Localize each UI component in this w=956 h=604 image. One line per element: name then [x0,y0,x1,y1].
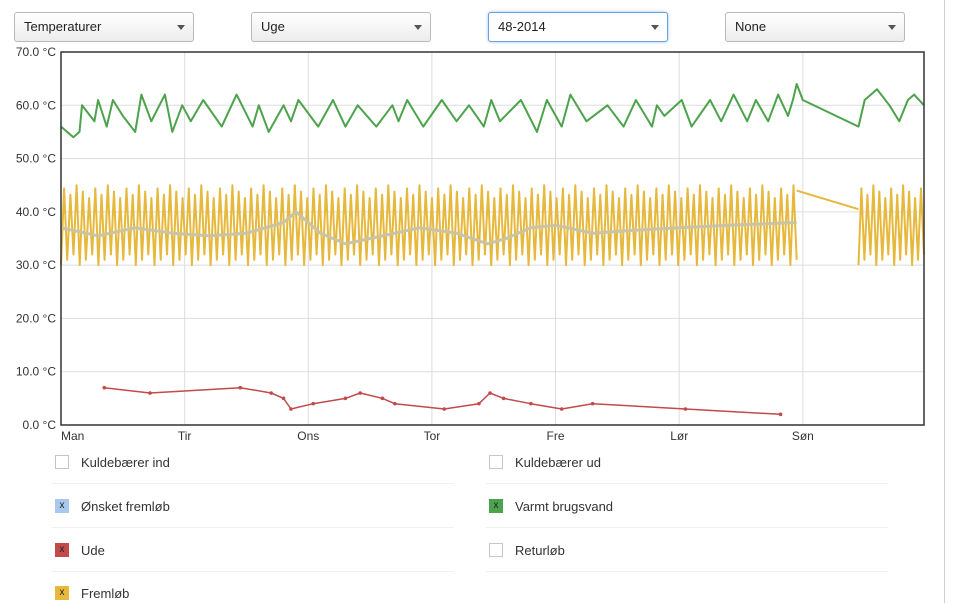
plot-frame [60,51,925,426]
fremlob-series-line-end [857,184,925,267]
compare-dropdown[interactable]: None [725,12,905,42]
ude-line-point [148,391,152,395]
legend-item-onsket-fremlob[interactable]: x Ønsket fremløb [52,497,454,528]
ude-line-point [102,385,107,390]
legend-checkbox[interactable]: x [489,499,503,513]
y-tick-label: 20.0 °C [16,311,56,325]
ude-line [104,386,781,416]
ude-line-point [442,407,447,411]
y-tick-label: 40.0 °C [16,205,56,219]
compare-value: None [735,19,767,34]
ude-line-point [683,407,688,411]
legend-item-kuldebaerer-ind[interactable]: Kuldebærer ind [52,453,454,484]
legend-item-varmt-brugsvand[interactable]: x Varmt brugsvand [486,497,888,528]
ude-line-point [501,396,506,401]
legend-label: Fremløb [81,586,130,601]
legend-label: Ønsket fremløb [81,499,170,514]
ude-line-point [281,396,286,401]
period-dropdown[interactable]: Uge [251,12,431,42]
ude-line-point [289,407,293,411]
ude-line-point [358,391,363,395]
chevron-down-icon [651,25,659,30]
legend-item-returlob[interactable]: Returløb [486,541,888,572]
ude-line-point [477,401,481,406]
period-value: Uge [261,19,285,34]
ude-line-point [238,385,243,390]
ude-line-point [778,412,783,417]
ude-line-point [269,391,273,395]
y-tick-label: 60.0 °C [16,98,56,112]
legend-checkbox[interactable] [55,455,69,469]
x-tick-label: Man [61,429,84,443]
week-dropdown[interactable]: 48-2014 [488,12,668,42]
y-tick-label: 10.0 °C [16,365,56,379]
panel-divider [944,0,945,603]
ude-line-point [559,407,564,411]
chevron-down-icon [888,25,896,30]
ude-line-point [393,401,397,406]
legend-checkbox[interactable]: x [55,543,69,557]
legend-label: Varmt brugsvand [515,499,614,514]
x-tick-label: Ons [297,429,319,443]
top-label-strip [0,0,956,8]
measurement-type-value: Temperaturer [24,19,102,34]
legend-item-ude[interactable]: x Ude [52,541,454,572]
legend-checkbox[interactable] [489,543,503,557]
chevron-down-icon [414,25,422,30]
y-tick-label: 50.0 °C [16,152,56,166]
ude-line-point [343,396,348,401]
y-tick-label: 70.0 °C [16,45,56,59]
fremlob-gap-segment [796,189,859,211]
legend-item-kuldebaerer-ud[interactable]: Kuldebærer ud [486,453,888,484]
x-tick-label: Tor [424,429,441,443]
legend-label: Kuldebærer ud [515,455,601,470]
legend-label: Kuldebærer ind [81,455,170,470]
chevron-down-icon [177,25,185,30]
temperature-chart: 0.0 °C 10.0 °C 20.0 °C 30.0 °C 40.0 °C 50.0 °… [16,45,925,443]
x-tick-label: Søn [792,429,814,443]
x-tick-label: Tir [178,429,192,443]
fremlob-series-line [60,184,798,267]
measurement-type-dropdown[interactable]: Temperaturer [14,12,194,42]
ude-line-point [311,401,316,406]
legend-checkbox[interactable] [489,455,503,469]
legend-item-fremlob[interactable]: x Fremløb [52,584,454,603]
ude-line-point [488,391,492,395]
legend-checkbox[interactable]: x [55,499,69,513]
ude-line-point [590,401,595,406]
fremlob-average-line [60,210,797,246]
varmt-brugsvand-line [60,83,925,139]
y-tick-label: 0.0 °C [23,418,57,432]
y-tick-label: 30.0 °C [16,258,56,272]
week-value: 48-2014 [498,19,546,34]
legend-checkbox[interactable]: x [55,586,69,600]
x-tick-label: Fre [547,429,565,443]
legend-label: Ude [81,543,105,558]
x-tick-label: Lør [670,429,688,443]
ude-line-point [529,401,533,406]
ude-line-point [380,396,385,401]
legend-label: Returløb [515,543,565,558]
